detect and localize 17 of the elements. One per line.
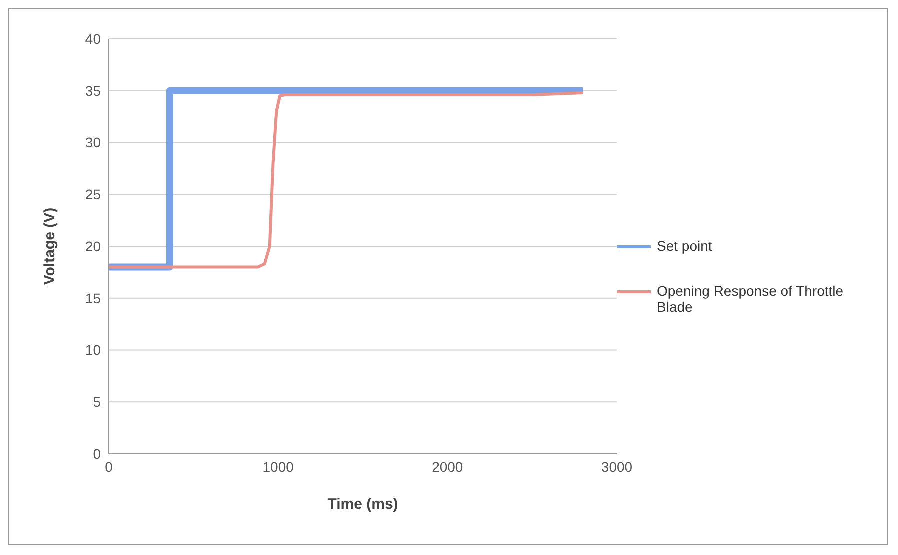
legend-label: Opening Response of Throttle Blade <box>657 283 845 315</box>
y-tick-label: 40 <box>85 30 102 47</box>
y-tick-label: 35 <box>85 82 102 99</box>
legend-label: Set point <box>657 238 712 254</box>
x-tick-label: 1000 <box>262 458 294 475</box>
y-tick-label: 20 <box>85 238 102 254</box>
y-tick-label: 30 <box>85 134 102 151</box>
y-tick-label: 0 <box>93 446 102 462</box>
y-tick-label: 10 <box>85 342 102 358</box>
x-tick-label: 0 <box>105 458 114 475</box>
y-tick-label: 15 <box>85 290 102 306</box>
x-axis-title: Time (ms) <box>328 496 398 513</box>
y-axis-title: Voltage (V) <box>41 208 58 286</box>
y-tick-label: 5 <box>93 394 102 410</box>
x-tick-label: 3000 <box>601 458 633 475</box>
y-tick-label: 25 <box>85 186 102 203</box>
x-tick-label: 2000 <box>432 458 464 475</box>
